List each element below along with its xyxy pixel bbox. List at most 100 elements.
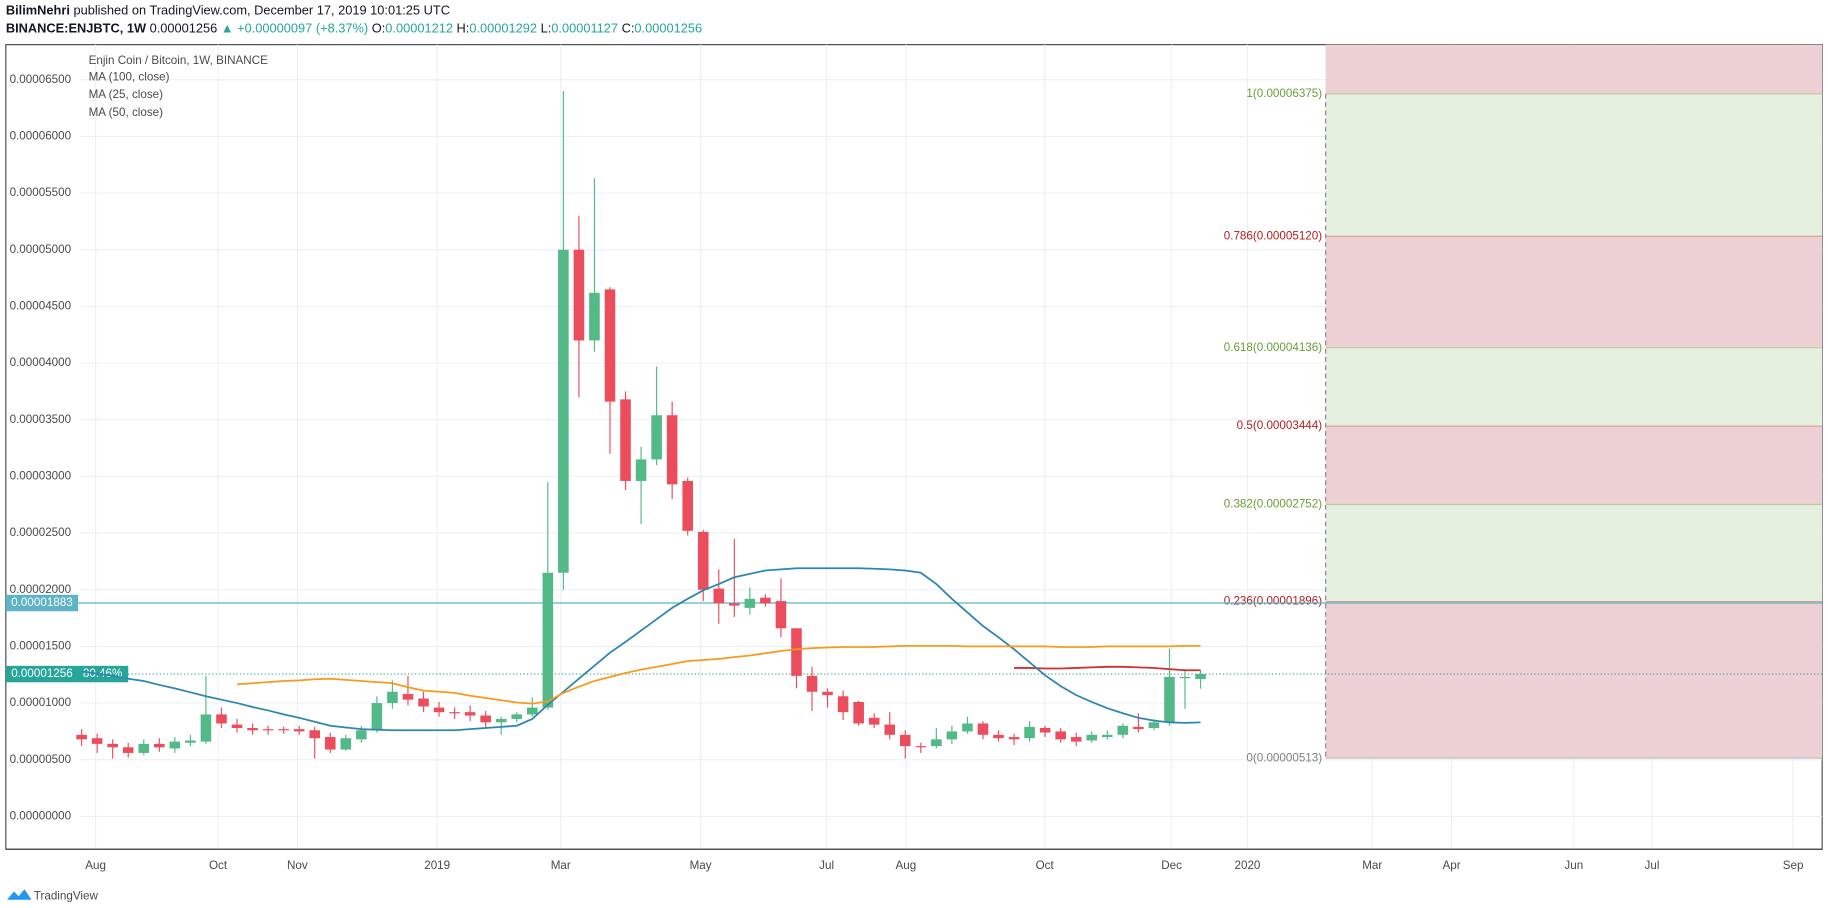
- price-box: [5, 594, 79, 612]
- footer: TradingView: [34, 889, 99, 902]
- candle-body: [651, 415, 662, 460]
- x-tick-label: Dec: [1161, 859, 1182, 872]
- high: 0.00001292: [469, 21, 537, 36]
- candle-body: [993, 734, 1004, 739]
- x-tick-label: Jun: [1564, 859, 1583, 872]
- candle-body: [169, 741, 181, 749]
- candle-body: [1133, 726, 1144, 730]
- fib-zone: [1325, 236, 1823, 348]
- candle-body: [107, 743, 118, 748]
- y-tick-label: 0.00006500: [10, 73, 72, 86]
- candle-body: [371, 703, 383, 731]
- candle-body: [1117, 725, 1129, 735]
- x-tick-label: 2020: [1235, 859, 1261, 872]
- moving-average: [81, 567, 1201, 732]
- x-tick-label: Jul: [1645, 859, 1660, 872]
- fib-label: 0.236(0.00001896): [1224, 595, 1323, 608]
- candle-body: [1024, 726, 1035, 739]
- candle-body: [511, 714, 523, 719]
- fib-label: 1(0.00006375): [1246, 87, 1322, 100]
- candle-body: [729, 603, 740, 606]
- candle-body: [324, 737, 336, 750]
- candle-body: [620, 399, 631, 481]
- x-tick-label: Mar: [1362, 859, 1382, 872]
- published: published on TradingView.com, December 1…: [73, 3, 449, 18]
- x-tick-label: Jul: [819, 859, 834, 872]
- price-box-label: 0.00001883: [11, 596, 73, 609]
- close: 0.00001256: [634, 21, 702, 36]
- candle-body: [185, 740, 196, 743]
- candle-body: [1070, 737, 1082, 742]
- fib-label: 0.786(0.00005120): [1224, 229, 1323, 242]
- candle-body: [573, 249, 585, 341]
- candle-body: [356, 730, 367, 740]
- y-tick-label: 0.00004000: [10, 356, 72, 369]
- y-tick-label: 0.00001000: [10, 696, 72, 709]
- open: 0.00001212: [385, 21, 453, 36]
- candle-body: [713, 588, 725, 604]
- price: 0.00001256: [150, 21, 218, 36]
- candle-body: [1086, 734, 1098, 741]
- candle-body: [216, 714, 227, 724]
- candle-body: [962, 723, 973, 732]
- candle-body: [418, 698, 429, 707]
- header-line-2: BINANCE:ENJBTC, 1W 0.00001256 ▲ +0.00000…: [6, 21, 702, 36]
- fib-label: 0.618(0.00004136): [1224, 341, 1323, 354]
- candle-body: [806, 675, 818, 692]
- candle-body: [791, 628, 802, 676]
- fib-label: 0.5(0.00003444): [1237, 419, 1323, 432]
- fib-zone: [1325, 601, 1823, 759]
- candle-body: [495, 718, 507, 723]
- fib-zone: [1325, 44, 1823, 94]
- candle-body: [76, 734, 87, 740]
- candle-body: [837, 696, 849, 713]
- x-tick-label: Nov: [287, 859, 308, 872]
- l-label: L:: [541, 21, 552, 36]
- fib-label: 0.382(0.00002752): [1224, 498, 1323, 511]
- x-tick-label: Mar: [551, 859, 571, 872]
- h-label: H:: [457, 21, 470, 36]
- candle-body: [200, 714, 212, 742]
- fib-zone: [1325, 426, 1823, 505]
- x-tick-label: Aug: [85, 859, 106, 872]
- candle-body: [744, 598, 756, 608]
- candle-body: [91, 738, 103, 744]
- candle-body: [387, 691, 398, 704]
- candle-body: [558, 249, 569, 573]
- candle-body: [915, 746, 927, 748]
- x-tick-label: Oct: [209, 859, 228, 872]
- candle-body: [247, 728, 258, 731]
- candle-body: [884, 724, 896, 735]
- candle-body: [931, 739, 942, 747]
- candle-body: [433, 707, 445, 713]
- y-tick-label: 0.00004500: [10, 299, 72, 312]
- candle-body: [154, 743, 165, 748]
- fib-label: 0(0.00000513): [1246, 751, 1322, 764]
- candle-body: [822, 691, 833, 696]
- price-box: [5, 665, 129, 683]
- candle-body: [542, 572, 554, 708]
- candle-body: [977, 723, 989, 735]
- candle-body: [231, 724, 243, 729]
- candle-body: [682, 480, 693, 531]
- candle-body: [775, 601, 787, 629]
- logo: [6, 889, 32, 900]
- candle-body: [464, 712, 476, 716]
- fib-zone: [1325, 347, 1823, 427]
- fib-zone: [1325, 504, 1823, 602]
- fib-zone: [1325, 93, 1823, 237]
- author: BilimNehri: [6, 3, 70, 18]
- candle-body: [1055, 731, 1066, 740]
- o-label: O:: [372, 21, 386, 36]
- candle-body: [1179, 677, 1191, 679]
- x-tick-label: 2019: [424, 859, 450, 872]
- candle-body: [697, 531, 709, 590]
- candle-body: [278, 729, 289, 731]
- moving-average: [1014, 665, 1201, 672]
- price-box-label: 0.00001256: [11, 667, 73, 680]
- y-tick-label: 0.00001500: [10, 639, 72, 652]
- plot: Aug Oct Nov 2019 Mar May Jul Aug Oct Dec 2020 Mar Ap…: [5, 44, 1823, 872]
- x-tick-label: Aug: [896, 859, 917, 872]
- x-tick-label: Sep: [1783, 859, 1804, 872]
